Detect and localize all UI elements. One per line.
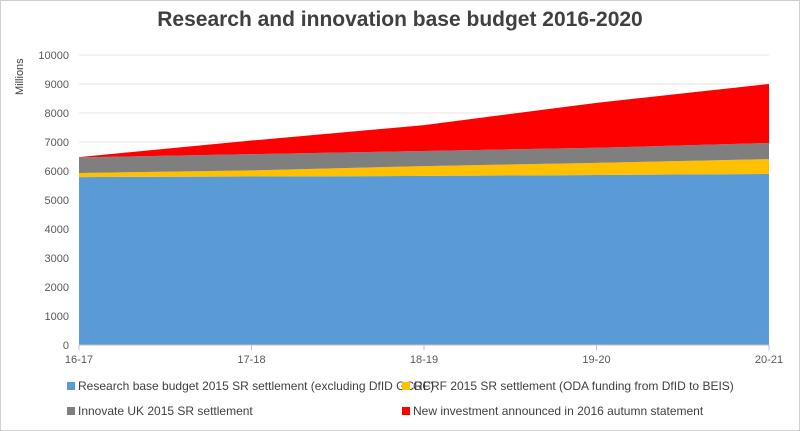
y-tick-label: 8000 <box>45 108 69 120</box>
legend-swatch <box>67 407 75 415</box>
legend-label: GCRF 2015 SR settlement (ODA funding fro… <box>413 379 734 393</box>
area-series-2 <box>79 143 769 174</box>
area-series-0 <box>79 173 769 345</box>
legend-item-research-base: Research base budget 2015 SR settlement … <box>67 379 434 393</box>
y-tick-label: 0 <box>63 340 69 352</box>
legend-item-new-investment: New investment announced in 2016 autumn … <box>402 404 703 418</box>
x-tick-label: 20-21 <box>755 354 783 366</box>
x-tick-label: 18-19 <box>410 354 438 366</box>
x-tick-label: 19-20 <box>582 354 610 366</box>
x-tick-label: 17-18 <box>237 354 265 366</box>
legend-label: New investment announced in 2016 autumn … <box>413 404 704 418</box>
y-tick-label: 10000 <box>38 50 69 62</box>
y-tick-label: 1000 <box>45 311 69 323</box>
legend-swatch <box>67 382 75 390</box>
legend-label: Research base budget 2015 SR settlement … <box>78 379 435 393</box>
y-tick-label: 7000 <box>45 137 69 149</box>
area-series-1 <box>79 159 769 178</box>
legend-item-innovate-uk: Innovate UK 2015 SR settlement <box>67 404 253 418</box>
y-tick-label: 3000 <box>45 253 69 265</box>
y-tick-label: 4000 <box>45 224 69 236</box>
area-series-3 <box>79 84 769 158</box>
y-tick-label: 5000 <box>45 195 69 207</box>
legend-swatch <box>402 407 410 415</box>
y-tick-label: 2000 <box>45 282 69 294</box>
x-tick-label: 16-17 <box>65 354 93 366</box>
y-tick-label: 9000 <box>45 79 69 91</box>
legend-label: Innovate UK 2015 SR settlement <box>78 404 253 418</box>
y-tick-label: 6000 <box>45 166 69 178</box>
legend-swatch <box>402 382 410 390</box>
chart-title: Research and innovation base budget 2016… <box>157 8 643 31</box>
legend-item-gcrf: GCRF 2015 SR settlement (ODA funding fro… <box>402 379 734 393</box>
